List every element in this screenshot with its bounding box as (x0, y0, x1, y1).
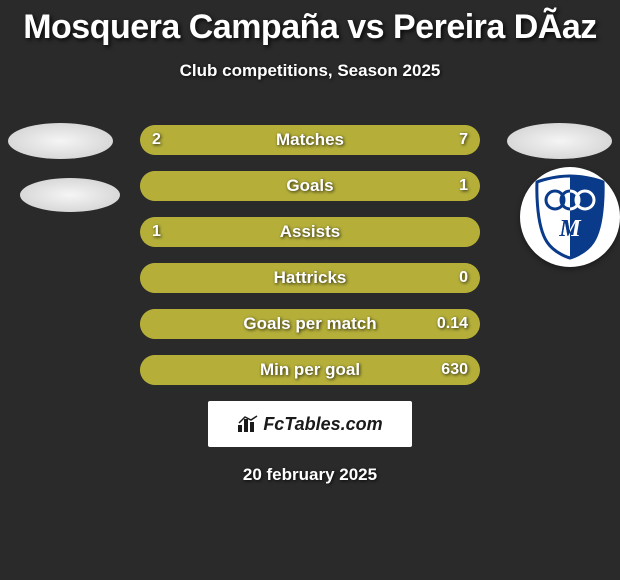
branding-box: FcTables.com (208, 401, 412, 447)
stat-label: Matches (140, 125, 480, 155)
stat-row: 0.14Goals per match (140, 309, 480, 339)
stat-label: Assists (140, 217, 480, 247)
page-title: Mosquera Campaña vs Pereira DÃ­az (0, 0, 620, 47)
stat-label: Goals per match (140, 309, 480, 339)
millonarios-logo-icon: M M M (533, 174, 607, 260)
player-photo-right-placeholder (507, 123, 612, 159)
stat-row: 630Min per goal (140, 355, 480, 385)
stat-row: 1Goals (140, 171, 480, 201)
stat-row: 1Assists (140, 217, 480, 247)
date-text: 20 february 2025 (0, 465, 620, 485)
branding-text: FcTables.com (263, 414, 382, 435)
stat-row: 0Hattricks (140, 263, 480, 293)
club-logo-left-placeholder (20, 178, 120, 212)
comparison-bars: 27Matches 1Goals 1Assists 0Hattricks 0.14Goa… (140, 125, 480, 385)
stat-label: Goals (140, 171, 480, 201)
stat-label: Hattricks (140, 263, 480, 293)
comparison-content: M M M 27Matches 1Goals 1Assists 0Hattricks 0… (0, 125, 620, 485)
club-logo-right: M M M (520, 167, 620, 267)
page-subtitle: Club competitions, Season 2025 (0, 61, 620, 81)
stat-row: 27Matches (140, 125, 480, 155)
player-photo-left-placeholder (8, 123, 113, 159)
branding-bars-icon (237, 415, 259, 433)
stat-label: Min per goal (140, 355, 480, 385)
